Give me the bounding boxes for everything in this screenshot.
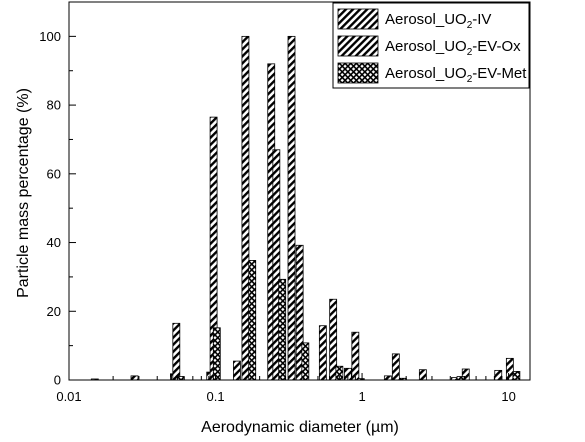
- y-tick-label: 80: [47, 98, 61, 113]
- y-tick-label: 20: [47, 304, 61, 319]
- y-axis-title: Particle mass percentage (%): [15, 88, 32, 298]
- bar-series-3-3: [248, 260, 257, 381]
- bar-series-2-3: [241, 35, 250, 381]
- plot-frame: [68, 1, 531, 381]
- bar-series-2-8: [391, 353, 400, 381]
- legend-label-3: Aerosol_UO2-EV-Met: [385, 65, 527, 85]
- legend-swatch-2: [337, 35, 379, 57]
- bar-series-3-4: [278, 278, 287, 381]
- bar-series-1-2: [130, 375, 139, 381]
- bar-series-1-12: [494, 369, 503, 381]
- x-axis-title: Aerodynamic diameter (µm): [201, 419, 399, 436]
- y-tick-label: 40: [47, 235, 61, 250]
- bar-series-2-9: [418, 369, 427, 381]
- bar-series-1-7: [287, 35, 296, 381]
- x-tick-label: 0.1: [206, 389, 224, 404]
- bar-series-2-11: [505, 357, 514, 381]
- bar-series-3-9: [456, 376, 465, 381]
- legend-label-2: Aerosol_UO2-EV-Ox: [385, 38, 521, 58]
- legend-swatch-1: [337, 8, 379, 30]
- bar-series-2-1: [172, 322, 181, 381]
- bar-series-1-8: [318, 325, 327, 381]
- bar-series-1-10: [383, 375, 392, 381]
- bar-series-2-7: [351, 331, 360, 381]
- legend: Aerosol_UO2-IV Aerosol_UO2-EV-Ox Aerosol_U…: [332, 2, 530, 89]
- x-tick-label: 0.01: [56, 389, 81, 404]
- y-tick-label: 100: [39, 29, 61, 44]
- y-tick-label: 0: [54, 373, 61, 388]
- bar-series-3-10: [512, 371, 521, 381]
- bar-series-3-5: [301, 342, 310, 381]
- x-tick-label: 1: [358, 389, 365, 404]
- x-tick-label: 10: [501, 389, 515, 404]
- bar-series-3-2: [212, 327, 221, 381]
- legend-label-1: Aerosol_UO2-IV: [385, 11, 491, 31]
- legend-swatch-3: [337, 62, 379, 84]
- bar-series-1-5: [233, 360, 241, 381]
- bars-layer: [90, 35, 521, 381]
- y-tick-label: 60: [47, 166, 61, 181]
